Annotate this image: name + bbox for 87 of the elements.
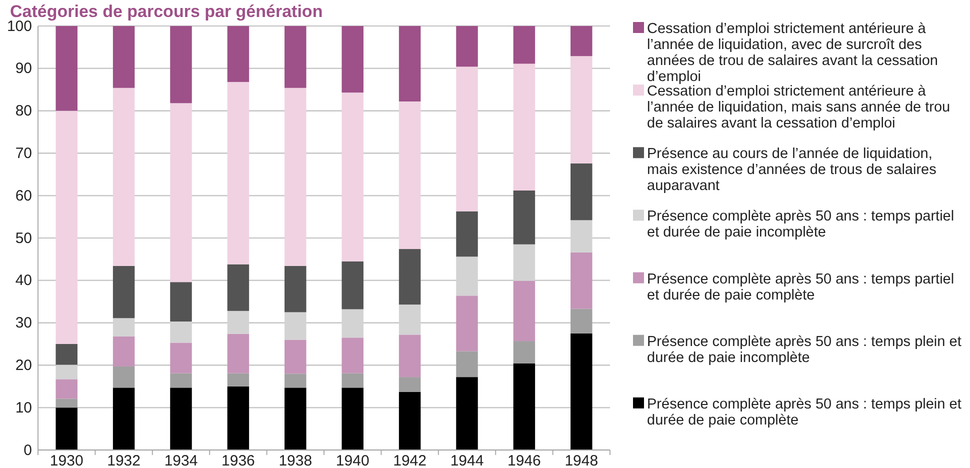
y-tick-label: 80 — [15, 102, 32, 120]
bar — [284, 26, 306, 88]
bar — [170, 26, 192, 104]
x-tick-label: 1940 — [336, 452, 370, 468]
bar — [342, 373, 364, 388]
bar — [342, 388, 364, 450]
bar — [227, 26, 250, 82]
bar — [513, 280, 536, 342]
legend-label: Présence complète après 50 ans : temps plein et durée de paie complète — [647, 396, 962, 428]
bar — [170, 373, 192, 388]
bar — [570, 163, 592, 220]
bar — [456, 66, 478, 212]
bar — [170, 103, 192, 282]
bar — [112, 26, 135, 88]
bar — [398, 101, 421, 250]
bar — [56, 344, 78, 365]
x-tick-label: 1932 — [107, 452, 140, 468]
bar — [56, 408, 78, 450]
bar — [227, 386, 250, 450]
x-tick-label: 1946 — [508, 452, 541, 468]
bar — [342, 92, 364, 262]
bar — [513, 364, 536, 450]
y-tick-label: 70 — [15, 145, 32, 162]
y-tick-label: 60 — [15, 187, 32, 204]
bar — [513, 26, 536, 64]
bar — [456, 211, 478, 257]
bar — [284, 374, 306, 388]
y-tick-label: 0 — [24, 442, 32, 459]
bar — [56, 26, 78, 111]
bar — [170, 388, 192, 450]
x-tick-label: 1934 — [164, 452, 198, 468]
bar — [170, 282, 192, 322]
y-tick-label: 40 — [15, 272, 32, 290]
bar — [398, 26, 421, 102]
bar — [398, 392, 421, 450]
legend-label: Présence complète après 50 ans : temps plein et durée de paie incomplète — [647, 334, 962, 366]
bar — [570, 333, 592, 450]
bar — [456, 377, 478, 450]
legend-label: Présence au cours de l’année de liquidation, mais existence d’années de trous de salaires auparavant — [647, 146, 936, 194]
bar — [284, 388, 306, 450]
bar — [170, 342, 192, 374]
y-tick-label: 20 — [15, 357, 32, 374]
y-tick-label: 50 — [15, 230, 32, 247]
bar — [112, 266, 135, 318]
bar — [56, 379, 78, 399]
bar — [112, 366, 135, 388]
bar — [56, 398, 78, 408]
x-tick-label: 1948 — [564, 452, 598, 468]
bar — [227, 373, 250, 386]
bar — [456, 26, 478, 67]
y-tick-label: 10 — [15, 399, 32, 416]
bar — [513, 341, 536, 364]
y-tick-label: 30 — [15, 314, 32, 332]
x-tick-label: 1944 — [450, 452, 484, 468]
bar — [342, 338, 364, 374]
x-tick-label: 1930 — [50, 452, 84, 468]
bar — [227, 264, 250, 311]
bar — [284, 340, 306, 374]
bar — [513, 64, 536, 191]
bar — [284, 88, 306, 266]
bar — [284, 266, 306, 312]
x-tick-label: 1936 — [222, 452, 255, 468]
bar — [112, 336, 135, 366]
legend-label: Cessation d’emploi strictement antérieure à l’année de liquidation, avec de surcroît des années de trou de salaires avant la cessation d’emploi — [647, 21, 938, 85]
bar — [570, 308, 592, 334]
legend-label: Présence complète après 50 ans : temps partiel et durée de paie incomplète — [647, 208, 954, 241]
bar — [513, 190, 536, 244]
bar — [570, 56, 592, 164]
bar — [456, 296, 478, 352]
bar — [456, 351, 478, 378]
y-tick-label: 90 — [15, 60, 32, 78]
bar — [112, 88, 135, 266]
bar — [398, 249, 421, 305]
bar — [398, 377, 421, 392]
x-tick-label: 1942 — [393, 452, 426, 468]
bar — [227, 82, 250, 264]
legend-label: Cessation d’emploi strictement antérieure à l’année de liquidation, mais sans année de trou de salaires avant la cessation d’emploi — [647, 84, 950, 132]
bar — [342, 26, 364, 93]
bar — [570, 26, 592, 56]
bar — [56, 110, 78, 344]
bar — [112, 388, 135, 450]
bar — [342, 261, 364, 310]
x-tick-label: 1938 — [278, 452, 312, 468]
bar — [398, 334, 421, 378]
bar — [227, 334, 250, 374]
bar — [570, 252, 592, 309]
legend-label: Présence complète après 50 ans : temps partiel et durée de paie complète — [647, 271, 954, 304]
